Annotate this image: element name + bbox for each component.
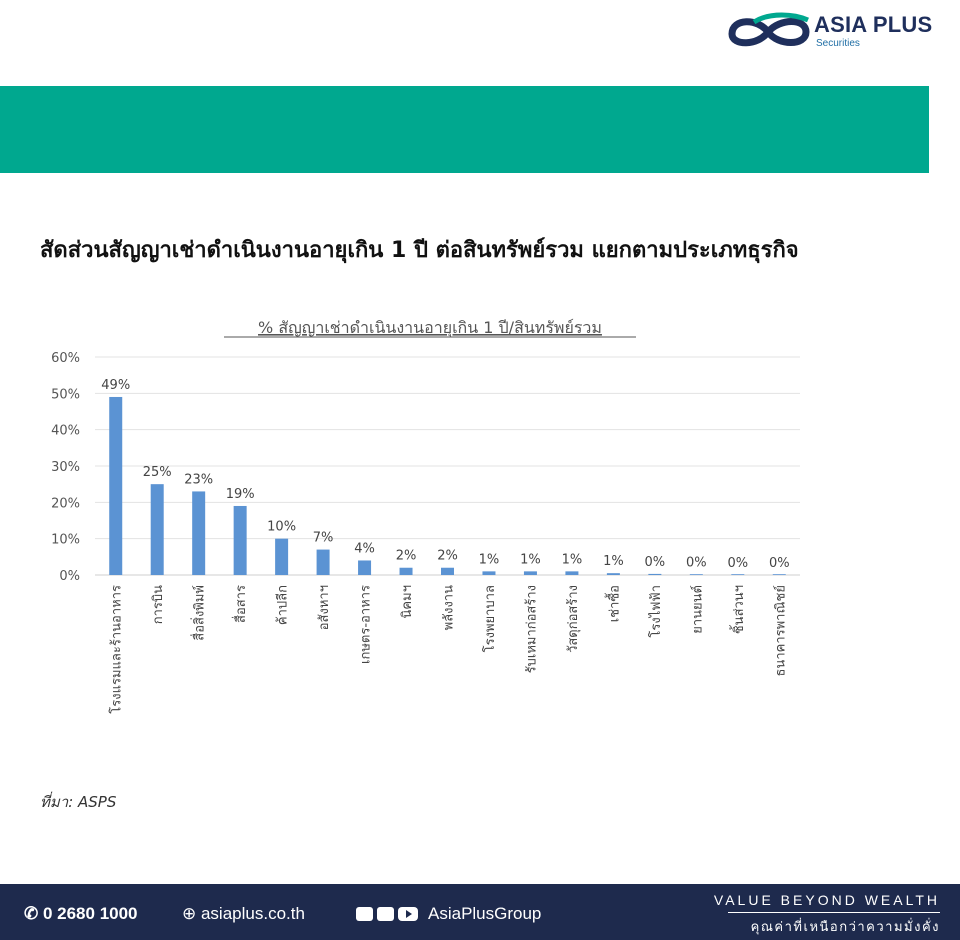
data-label: 2% bbox=[437, 549, 458, 564]
tagline-divider bbox=[728, 912, 940, 913]
category-label: โรงพยาบาล bbox=[482, 585, 498, 652]
website-link: asiaplus.co.th bbox=[200, 904, 305, 923]
phone-number: 0 2680 1000 bbox=[42, 904, 138, 923]
y-tick-label: 20% bbox=[51, 496, 80, 511]
y-tick-label: 60% bbox=[51, 351, 80, 366]
data-label: 7% bbox=[313, 531, 334, 546]
category-label: ค้าปลีก bbox=[275, 585, 291, 625]
bar bbox=[482, 571, 496, 575]
facebook-icon[interactable] bbox=[356, 907, 373, 921]
data-label: 2% bbox=[396, 549, 417, 564]
bar bbox=[192, 491, 206, 575]
category-label: นิคมฯ bbox=[400, 585, 415, 618]
category-label: ชิ้นส่วนฯ bbox=[729, 585, 747, 634]
bar bbox=[233, 505, 247, 575]
category-label: อสังหาฯ bbox=[317, 585, 332, 630]
data-label: 19% bbox=[226, 487, 255, 502]
brand-sub: Securities bbox=[816, 38, 860, 49]
data-label: 1% bbox=[562, 552, 583, 567]
chart-canvas: % สัญญาเช่าดำเนินงานอายุเกิน 1 ปี/สินทรั… bbox=[51, 318, 800, 714]
category-label: พลังงาน bbox=[442, 585, 457, 631]
data-label: 0% bbox=[645, 555, 666, 570]
category-label: รับเหมาก่อสร้าง bbox=[524, 585, 539, 673]
category-label: สื่อสิ่งพิมพ์ bbox=[191, 585, 208, 641]
bar bbox=[523, 571, 537, 575]
data-label: 49% bbox=[101, 378, 130, 393]
footer-phone[interactable]: ✆ 0 2680 1000 bbox=[24, 904, 138, 924]
tagline-thai: คุณค่าที่เหนือกว่าความมั่งคั่ง bbox=[750, 920, 940, 935]
bar bbox=[648, 573, 662, 575]
bar bbox=[441, 567, 454, 575]
tagline: VALUE BEYOND WEALTH bbox=[713, 892, 940, 908]
brand-logo: ASIA PLUS Securities bbox=[724, 10, 940, 54]
y-tick-label: 40% bbox=[51, 424, 80, 439]
youtube-icon[interactable] bbox=[398, 907, 418, 921]
header-banner bbox=[0, 86, 929, 173]
y-tick-label: 10% bbox=[51, 533, 80, 548]
bar bbox=[109, 396, 123, 575]
globe-icon: ⊕ bbox=[182, 904, 201, 923]
category-label: ยานยนต์ bbox=[689, 585, 705, 634]
data-label: 4% bbox=[354, 541, 375, 556]
social-handle: AsiaPlusGroup bbox=[428, 904, 542, 923]
y-tick-label: 50% bbox=[51, 387, 80, 402]
footer-bar: ✆ 0 2680 1000 ⊕ asiaplus.co.th AsiaPlusG… bbox=[0, 884, 960, 940]
bar-chart: % สัญญาเช่าดำเนินงานอายุเกิน 1 ปี/สินทรั… bbox=[0, 300, 960, 760]
data-label: 23% bbox=[184, 472, 213, 487]
footer-website[interactable]: ⊕ asiaplus.co.th bbox=[182, 904, 305, 924]
data-label: 25% bbox=[143, 465, 172, 480]
data-label: 0% bbox=[769, 556, 790, 571]
data-label: 1% bbox=[603, 554, 624, 569]
category-label: เกษตร-อาหาร bbox=[359, 585, 374, 664]
bar bbox=[399, 567, 413, 575]
category-label: โรงไฟฟ้า bbox=[648, 585, 664, 638]
bar bbox=[358, 560, 372, 575]
bar bbox=[606, 573, 620, 575]
bar bbox=[565, 571, 579, 575]
bar bbox=[316, 549, 330, 575]
twitter-icon[interactable] bbox=[377, 907, 394, 921]
category-label: สื่อสาร bbox=[232, 585, 249, 623]
data-label: 1% bbox=[520, 552, 541, 567]
infinity-logo-icon bbox=[728, 12, 810, 47]
data-label: 10% bbox=[267, 520, 296, 535]
y-tick-label: 30% bbox=[51, 460, 80, 475]
category-label: ธนาคารพาณิชย์ bbox=[772, 585, 788, 676]
bar bbox=[689, 574, 703, 575]
category-label: โรงแรมและร้านอาหาร bbox=[109, 585, 125, 714]
page-title: สัดส่วนสัญญาเช่าดำเนินงานอายุเกิน 1 ปี ต… bbox=[40, 238, 799, 263]
category-label: เช่าซื้อ bbox=[604, 585, 622, 622]
data-label: 1% bbox=[479, 552, 500, 567]
phone-icon: ✆ bbox=[24, 904, 43, 923]
footer-social[interactable]: AsiaPlusGroup bbox=[356, 904, 541, 924]
brand-name: ASIA PLUS bbox=[814, 12, 933, 37]
data-label: 0% bbox=[686, 556, 707, 571]
y-tick-label: 0% bbox=[59, 569, 80, 584]
bar bbox=[772, 574, 786, 575]
category-label: วัสดุก่อสร้าง bbox=[566, 585, 581, 653]
category-label: การบิน bbox=[151, 585, 166, 624]
bar bbox=[150, 484, 164, 575]
source-note: ที่มา: ASPS bbox=[40, 793, 117, 811]
chart-title: % สัญญาเช่าดำเนินงานอายุเกิน 1 ปี/สินทรั… bbox=[258, 318, 602, 338]
bar bbox=[731, 574, 745, 575]
bar bbox=[275, 538, 289, 575]
data-label: 0% bbox=[727, 556, 748, 571]
